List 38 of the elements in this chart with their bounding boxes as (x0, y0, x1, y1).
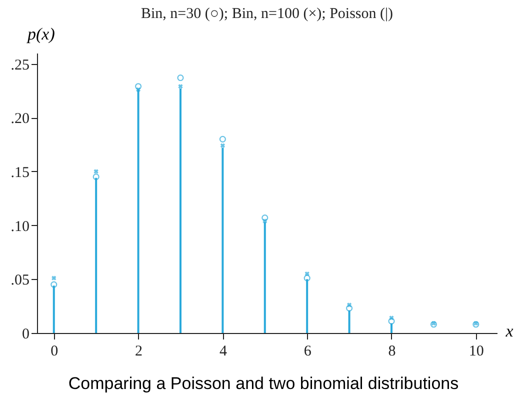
point (177, 74, 184, 82)
point (304, 271, 310, 276)
point (134, 83, 142, 90)
point (50, 281, 58, 288)
point (262, 218, 268, 224)
x-tick-label: 2 (135, 344, 143, 360)
y-tick-label: .20 (10, 111, 30, 128)
point (219, 136, 226, 142)
y-tick-label: .25 (10, 57, 30, 74)
y-tick-label: .15 (10, 164, 30, 181)
y-tick-label: .10 (10, 218, 30, 235)
point (220, 143, 226, 148)
x-tick-label: 8 (388, 344, 396, 360)
bar (52, 286, 55, 333)
text: Comparing a Poisson and two binomial distributions (67, 374, 460, 394)
point (389, 316, 394, 320)
x-axis-title: x (504, 322, 514, 340)
y-tick-label: 0 (22, 326, 30, 342)
point (92, 174, 100, 180)
point (346, 302, 352, 308)
point (388, 318, 395, 324)
x-tick-label: 10 (468, 344, 484, 360)
bar (95, 178, 98, 333)
point (262, 214, 268, 222)
y-tick-label: .05 (10, 272, 30, 289)
point (52, 276, 56, 280)
point (178, 84, 183, 89)
point (94, 169, 98, 174)
bar (306, 279, 308, 333)
bar (348, 310, 350, 333)
point (304, 274, 310, 282)
point (136, 87, 141, 92)
x-tick-label: 4 (219, 344, 228, 360)
y-axis-title: p(x) (26, 24, 56, 44)
chart-title: Bin, n=30 (○); Bin, n=100 (×); Poisson (|) (140, 6, 394, 22)
x-tick-label: 6 (304, 344, 312, 360)
point (346, 304, 353, 312)
x-tick-label: 0 (50, 344, 58, 360)
